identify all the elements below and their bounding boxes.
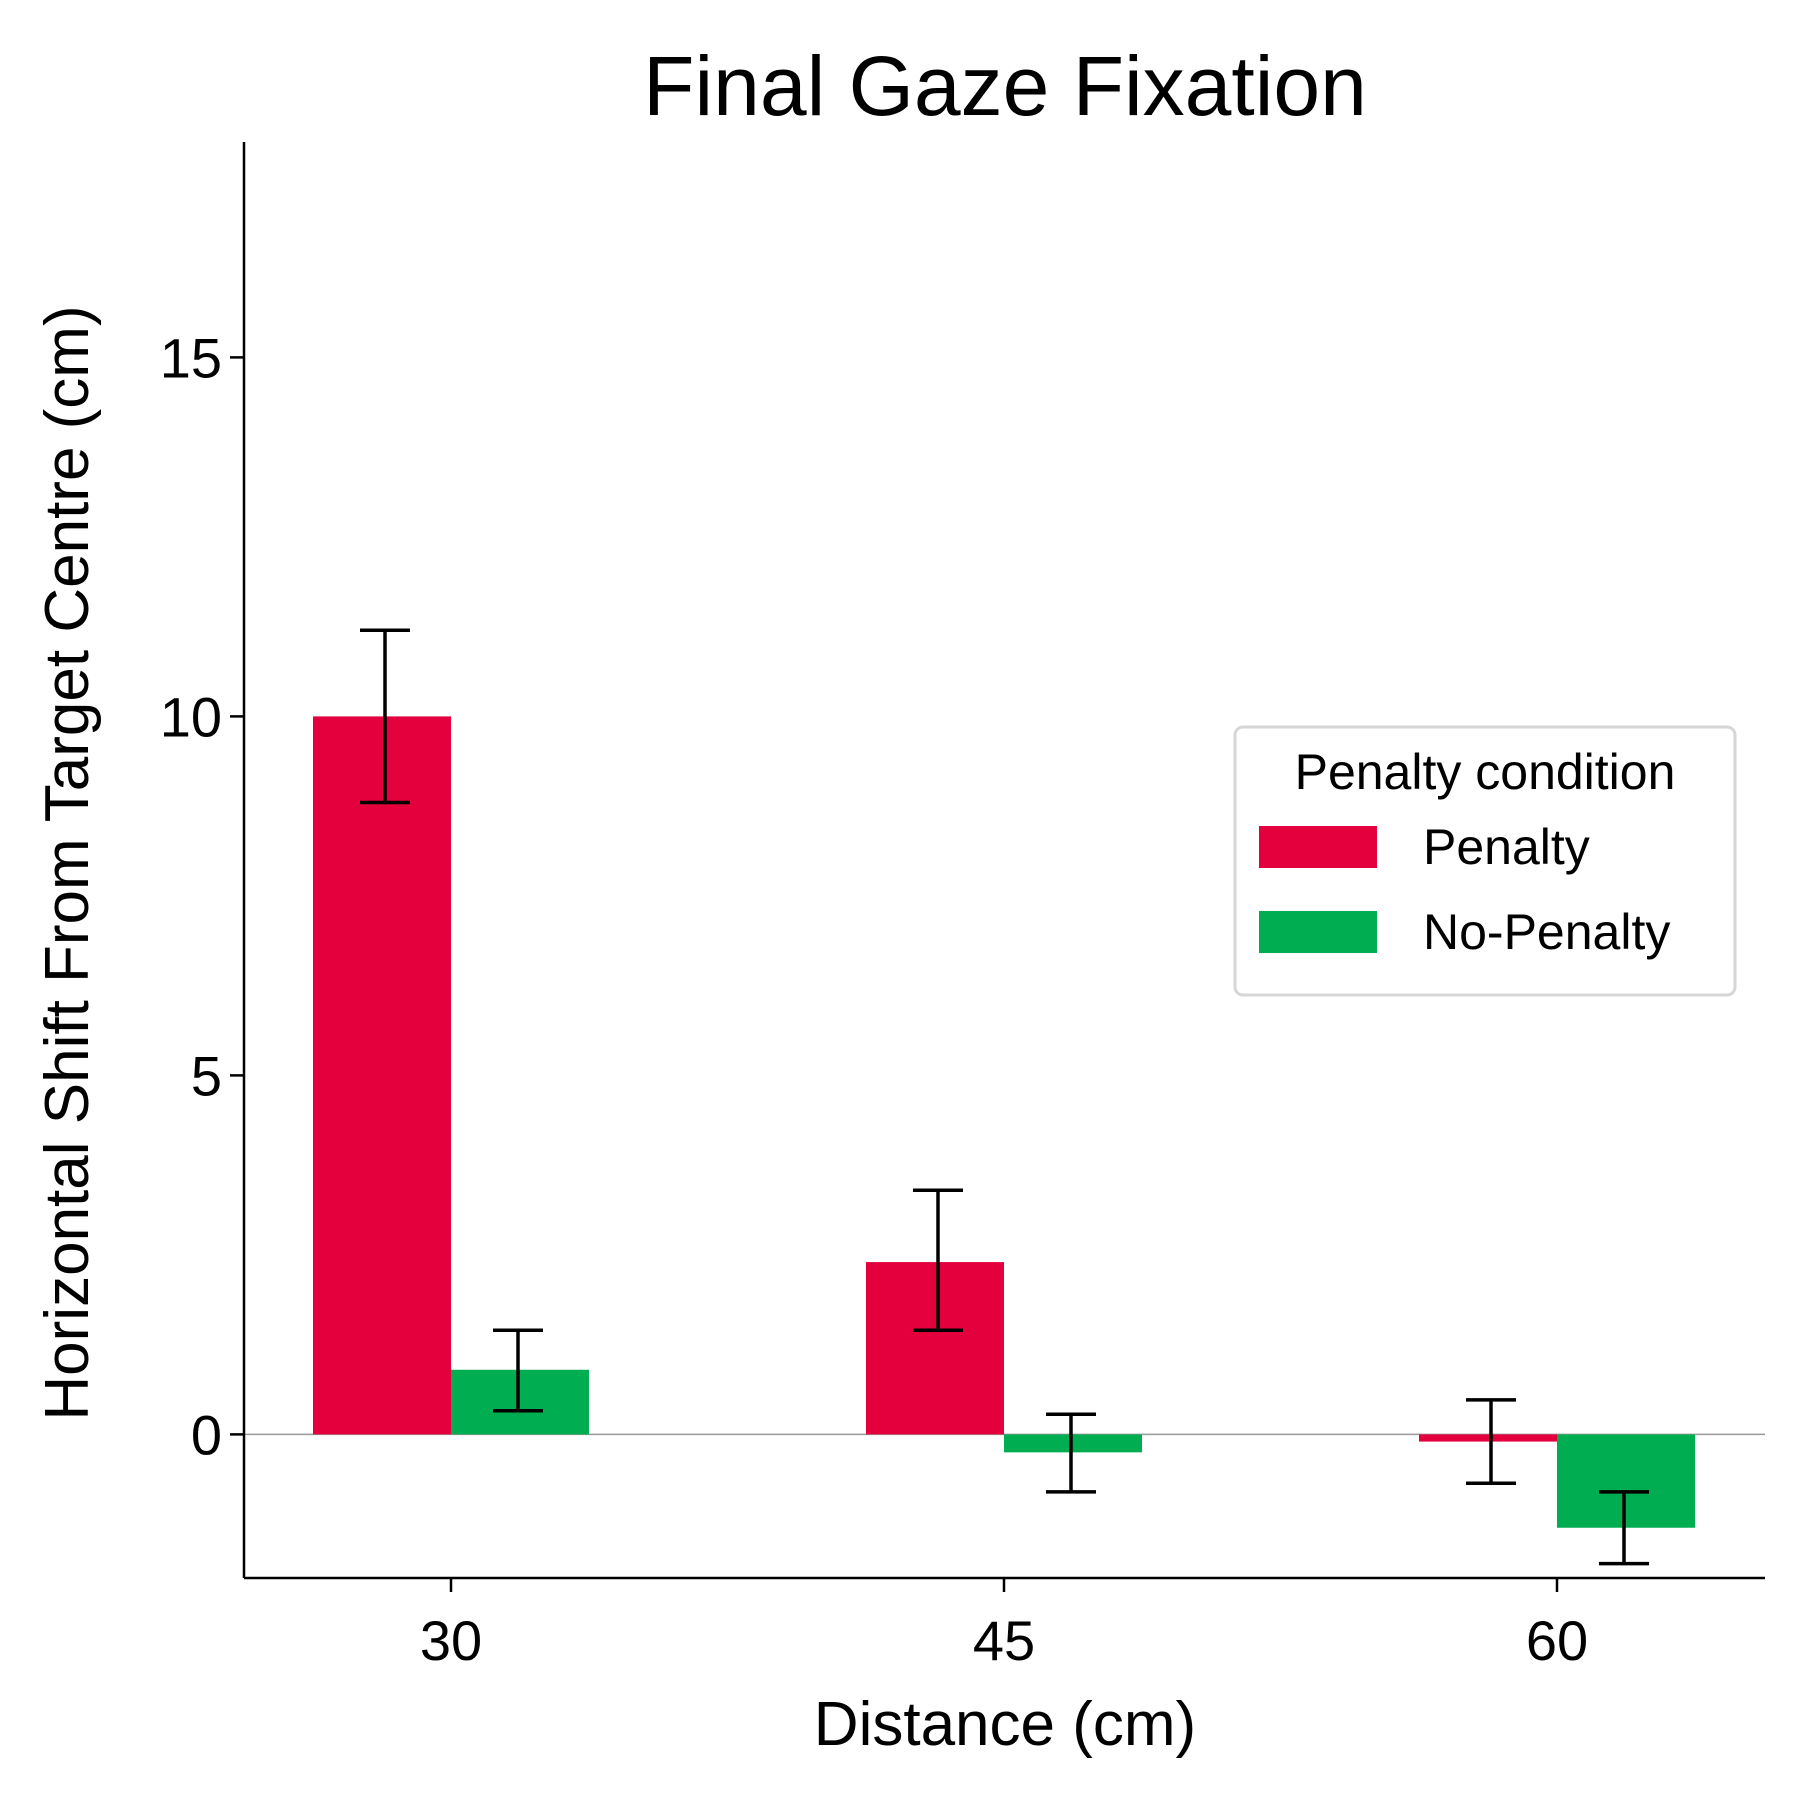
- y-tick-label: 15: [160, 326, 222, 389]
- legend: Penalty condition Penalty No-Penalty: [1233, 725, 1737, 997]
- bar-no-penalty-30: [451, 1369, 589, 1435]
- bar-penalty-45: [866, 1262, 1004, 1435]
- error-bar-no-penalty-60: [1599, 1490, 1649, 1566]
- y-tick-label: 10: [160, 685, 222, 748]
- y-tick-label: 0: [191, 1403, 222, 1466]
- bar-penalty-60: [1419, 1434, 1557, 1442]
- legend-swatch-penalty: [1259, 826, 1377, 868]
- error-bar-no-penalty-30: [493, 1328, 543, 1413]
- legend-label-penalty: Penalty: [1423, 819, 1590, 875]
- bar-no-penalty-60: [1557, 1434, 1695, 1528]
- x-tick-label: 30: [420, 1609, 482, 1672]
- error-bar-penalty-60: [1466, 1398, 1516, 1485]
- error-bar-penalty-45: [913, 1188, 963, 1333]
- legend-label-no-penalty: No-Penalty: [1423, 904, 1670, 960]
- bar-no-penalty-45: [1004, 1434, 1142, 1453]
- x-tick-label: 45: [973, 1609, 1035, 1672]
- legend-swatch-no-penalty: [1259, 911, 1377, 953]
- y-tick-label: 5: [191, 1044, 222, 1107]
- y-axis-label: Horizontal Shift From Target Centre (cm): [33, 305, 102, 1420]
- legend-title: Penalty condition: [1295, 744, 1676, 800]
- x-axis-label: Distance (cm): [814, 1690, 1196, 1759]
- error-bar-no-penalty-45: [1046, 1412, 1096, 1494]
- error-bar-penalty-30: [360, 628, 410, 805]
- bar-penalty-30: [313, 716, 451, 1435]
- plot-area: 0 5 10 15 30 45 60: [160, 142, 1765, 1672]
- x-tick-label: 60: [1526, 1609, 1588, 1672]
- chart-title: Final Gaze Fixation: [643, 39, 1367, 133]
